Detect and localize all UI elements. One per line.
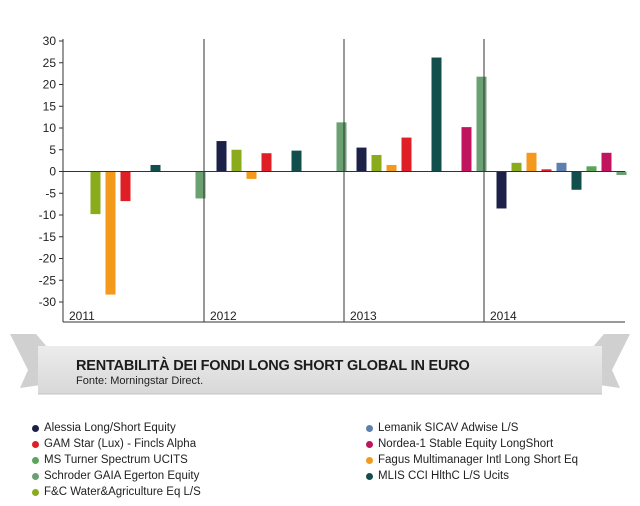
bars: [90, 57, 627, 295]
legend-label: Nordea-1 Stable Equity LongShort: [378, 438, 554, 450]
bar: [616, 171, 627, 175]
legend-item: F&C Water&Agriculture Eq L/S: [32, 484, 201, 500]
legend-label: MS Turner Spectrum UCITS: [44, 454, 188, 466]
x-axis: 2011 2012 2013 2014: [69, 39, 517, 323]
bar: [571, 171, 582, 190]
legend-column-left: Alessia Long/Short Equity GAM Star (Lux) …: [32, 420, 201, 500]
legend-item: MS Turner Spectrum UCITS: [32, 452, 201, 468]
y-tick-label: -5: [45, 186, 56, 200]
legend-swatch: [32, 456, 39, 464]
legend-label: Lemanik SICAV Adwise L/S: [378, 422, 519, 434]
legend-label: Schroder GAIA Egerton Equity: [44, 470, 200, 482]
y-tick-label: 25: [43, 56, 57, 70]
legend-label: F&C Water&Agriculture Eq L/S: [44, 486, 201, 498]
bar: [291, 150, 302, 172]
bar: [461, 127, 472, 172]
bar: [120, 171, 131, 202]
bar: [431, 57, 442, 172]
legend-swatch: [32, 440, 39, 448]
y-tick-label: -30: [39, 295, 57, 309]
bar: [496, 171, 507, 209]
bar: [526, 152, 537, 172]
bar: [556, 162, 567, 172]
bar: [371, 154, 382, 172]
legend-label: GAM Star (Lux) - Fincls Alpha: [44, 438, 197, 450]
year-label: 2012: [210, 309, 237, 323]
chart-heading: RENTABILITÀ DEI FONDI LONG SHORT GLOBAL …: [76, 358, 470, 387]
y-tick-label: -10: [39, 208, 57, 222]
year-label: 2011: [69, 309, 95, 323]
legend-item: Nordea-1 Stable Equity LongShort: [366, 436, 578, 452]
legend-label: Fagus Multimanager Intl Long Short Eq: [378, 454, 579, 466]
chart-title: RENTABILITÀ DEI FONDI LONG SHORT GLOBAL …: [76, 358, 470, 374]
bar: [336, 122, 347, 172]
bar: [586, 166, 597, 172]
bar: [541, 169, 552, 172]
bar: [195, 171, 206, 199]
chart-source: Fonte: Morningstar Direct.: [76, 375, 204, 387]
legend-item: Alessia Long/Short Equity: [32, 420, 201, 436]
legend-item: Fagus Multimanager Intl Long Short Eq: [366, 452, 578, 468]
bar: [246, 171, 257, 179]
bar: [601, 152, 612, 172]
bar: [105, 171, 116, 295]
year-label: 2013: [350, 309, 377, 323]
title-banner: [10, 334, 630, 395]
legend-item: Schroder GAIA Egerton Equity: [32, 468, 201, 484]
legend-swatch: [366, 440, 373, 448]
bar: [356, 147, 367, 172]
legend-column-right: Lemanik SICAV Adwise L/S Nordea-1 Stable …: [366, 420, 578, 484]
legend-label: Alessia Long/Short Equity: [44, 422, 176, 434]
bar: [150, 164, 161, 172]
y-tick-label: -15: [39, 230, 57, 244]
legend-swatch: [32, 424, 39, 432]
legend-item: Lemanik SICAV Adwise L/S: [366, 420, 578, 436]
bar: [261, 153, 272, 172]
legend-swatch: [366, 456, 373, 464]
bar: [511, 162, 522, 172]
bar: [231, 149, 242, 172]
legend-swatch: [366, 472, 373, 480]
legend-label: MLIS CCI HlthC L/S Ucits: [378, 470, 509, 482]
y-tick-label: 5: [49, 143, 56, 157]
y-tick-label: 15: [43, 99, 57, 113]
legend-swatch: [32, 488, 39, 496]
legend-swatch: [32, 472, 39, 480]
y-tick-label: -25: [39, 273, 57, 287]
legend-item: GAM Star (Lux) - Fincls Alpha: [32, 436, 201, 452]
y-tick-label: -20: [39, 252, 57, 266]
bar: [216, 141, 227, 172]
y-tick-label: 0: [49, 165, 56, 179]
y-axis: 30 25 20 15 10 5 0 -5 -10 -15 -20 -25 -30: [39, 34, 63, 309]
y-tick-label: 10: [43, 121, 57, 135]
y-tick-label: 20: [43, 78, 57, 92]
bar: [476, 76, 487, 172]
year-label: 2014: [490, 309, 517, 323]
legend-swatch: [366, 424, 373, 432]
bar: [401, 137, 412, 172]
legend-item: MLIS CCI HlthC L/S Ucits: [366, 468, 578, 484]
bar: [90, 171, 101, 215]
legend: Alessia Long/Short Equity GAM Star (Lux) …: [0, 420, 640, 506]
y-tick-label: 30: [43, 34, 57, 48]
bar: [386, 164, 397, 172]
